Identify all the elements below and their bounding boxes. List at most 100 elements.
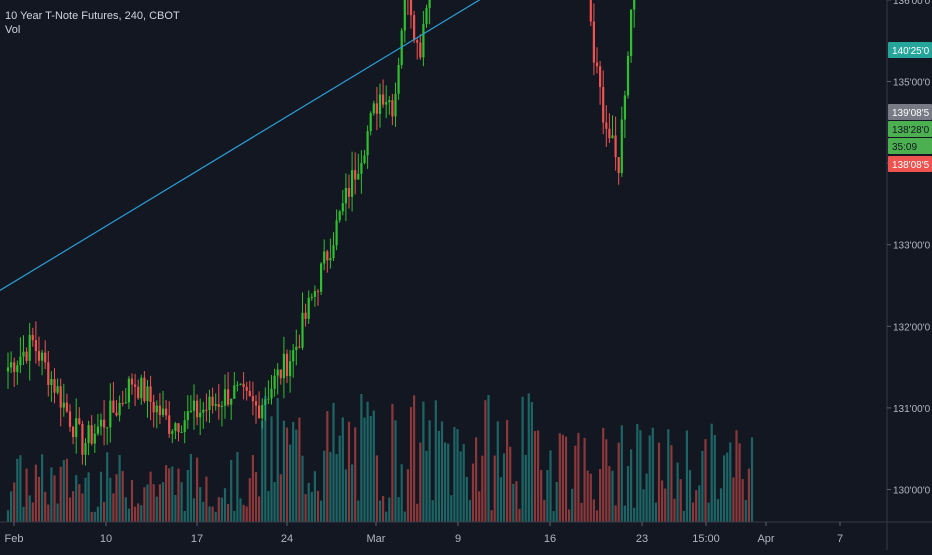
- volume-bar: [254, 472, 258, 522]
- candle-body: [270, 388, 273, 399]
- volume-bar: [68, 497, 72, 522]
- volume-bar: [140, 505, 143, 522]
- x-tick-label: 10: [100, 533, 112, 545]
- candle-body: [158, 405, 161, 416]
- volume-bar: [382, 495, 385, 522]
- candle-body: [211, 396, 214, 406]
- volume-bar: [692, 502, 695, 522]
- candle-body: [391, 100, 394, 117]
- volume-bar: [242, 504, 245, 522]
- candle-body: [397, 64, 400, 94]
- candle-body: [6, 367, 10, 372]
- volume-bar: [555, 482, 558, 522]
- volume-bar: [285, 427, 289, 522]
- volume-bar: [177, 468, 180, 522]
- candle-body: [605, 122, 608, 129]
- price-tag-label: 138'28'0: [892, 125, 930, 136]
- volume-bar: [487, 395, 490, 522]
- volume-bar: [130, 480, 134, 522]
- volume-bar: [292, 421, 295, 522]
- volume-bar: [28, 495, 31, 522]
- volume-bar: [630, 449, 633, 522]
- volume-bar: [65, 458, 68, 522]
- volume-bar: [47, 504, 50, 522]
- volume-bar: [323, 450, 326, 522]
- volume-bar: [450, 495, 453, 522]
- candle-body: [146, 386, 149, 402]
- volume-bar: [369, 416, 372, 522]
- volume-bar: [453, 426, 456, 522]
- volume-bar: [279, 474, 282, 522]
- volume-bar: [626, 466, 630, 522]
- x-tick-label: 23: [636, 533, 648, 545]
- x-tick-label: 24: [281, 533, 293, 545]
- volume-bar: [645, 473, 648, 522]
- candle-body: [617, 157, 620, 174]
- volume-bar: [580, 502, 583, 522]
- candle-body: [180, 432, 183, 434]
- volume-bar: [670, 445, 673, 522]
- volume-bar: [338, 435, 341, 522]
- volume-bar: [719, 488, 723, 522]
- volume-bar: [273, 482, 276, 522]
- volume-bar: [676, 462, 679, 522]
- candle-body: [614, 135, 617, 158]
- candle-body: [189, 410, 192, 412]
- candle-body: [220, 405, 223, 408]
- volume-bar: [493, 455, 496, 522]
- volume-bar: [84, 477, 87, 522]
- volume-bar: [326, 411, 329, 522]
- volume-bar: [521, 396, 524, 522]
- volume-bar: [50, 467, 53, 522]
- candle-body: [19, 356, 22, 366]
- candle-body: [394, 93, 397, 117]
- candle-body: [118, 402, 121, 416]
- volume-bar: [530, 402, 533, 522]
- volume-bar: [589, 473, 592, 522]
- candle-body: [230, 398, 233, 405]
- x-tick-label: Apr: [757, 533, 774, 545]
- candle-body: [137, 386, 140, 399]
- x-tick-label: Mar: [367, 533, 386, 545]
- candle-body: [354, 170, 357, 180]
- volume-bar: [595, 510, 599, 522]
- candle-body: [289, 361, 292, 377]
- volume-bar: [53, 475, 56, 522]
- candle-body: [121, 402, 124, 404]
- candle-body: [239, 383, 242, 385]
- volume-bar: [747, 468, 750, 522]
- symbol-title[interactable]: 10 Year T-Note Futures, 240, CBOT: [5, 10, 180, 22]
- candle-body: [140, 377, 143, 399]
- candle-body: [115, 412, 118, 416]
- y-tick-label: 130'00'0: [893, 486, 931, 497]
- candle-body: [382, 94, 385, 105]
- volume-bar: [205, 476, 208, 522]
- candle-body: [53, 379, 56, 393]
- volume-bar: [143, 487, 146, 522]
- volume-bar: [400, 464, 403, 522]
- volume-bar: [137, 503, 140, 522]
- candle-body: [99, 419, 103, 427]
- volume-bar: [540, 470, 543, 522]
- volume-bar: [313, 471, 316, 522]
- volume-bar: [121, 471, 124, 522]
- volume-label[interactable]: Vol: [5, 24, 21, 36]
- volume-bar: [623, 505, 626, 522]
- volume-bar: [732, 477, 735, 522]
- volume-bar: [149, 471, 152, 522]
- candle-body: [149, 386, 152, 402]
- volume-bar: [332, 402, 335, 522]
- volume-bar: [183, 510, 186, 522]
- volume-bar: [72, 491, 75, 522]
- volume-bar: [59, 466, 62, 522]
- y-tick-label: 131'00'0: [893, 404, 931, 415]
- volume-bar: [406, 469, 409, 522]
- volume-bar: [118, 455, 121, 522]
- candle-body: [84, 443, 87, 455]
- volume-bar: [251, 455, 254, 522]
- volume-bar: [165, 465, 168, 522]
- volume-group: [6, 393, 754, 522]
- candle-body: [134, 384, 137, 387]
